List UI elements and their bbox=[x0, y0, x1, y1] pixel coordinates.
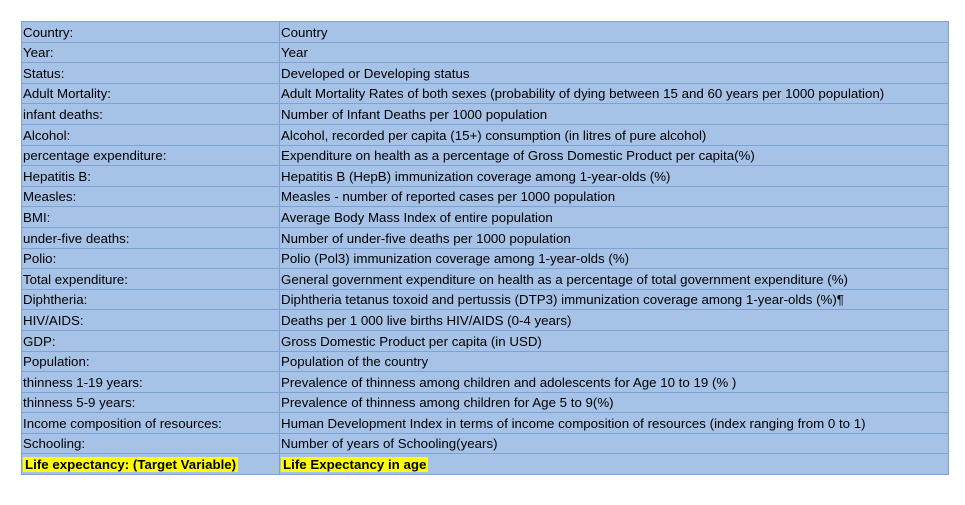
table-row: Status: Developed or Developing status bbox=[21, 62, 949, 84]
variable-description-cell[interactable]: Human Development Index in terms of inco… bbox=[279, 412, 949, 434]
variable-name-cell[interactable]: BMI: bbox=[21, 206, 280, 228]
variable-description-cell[interactable]: Gross Domestic Product per capita (in US… bbox=[279, 329, 949, 352]
table-row: percentage expenditure: Expenditure on he… bbox=[21, 144, 949, 167]
table-row: Schooling: Number of years of Schooling(y… bbox=[21, 432, 949, 455]
variable-name-cell[interactable]: Diphtheria: bbox=[21, 288, 280, 311]
target-variable-description-cell[interactable]: Life Expectancy in age bbox=[279, 453, 949, 476]
variable-description-cell[interactable]: Diphtheria tetanus toxoid and pertussis … bbox=[279, 288, 949, 311]
variable-name-cell[interactable]: Polio: bbox=[21, 247, 280, 270]
variable-description-cell[interactable]: Alcohol, recorded per capita (15+) consu… bbox=[279, 123, 949, 146]
variable-name-cell[interactable]: percentage expenditure: bbox=[21, 144, 280, 167]
table-row: thinness 1-19 years: Prevalence of thinne… bbox=[21, 371, 949, 393]
variable-description-cell[interactable]: Average Body Mass Index of entire popula… bbox=[279, 206, 949, 228]
variable-name-cell[interactable]: thinness 1-19 years: bbox=[21, 371, 280, 393]
variable-description-cell[interactable]: Number of under-five deaths per 1000 pop… bbox=[279, 226, 949, 249]
table-row: Population: Population of the country bbox=[21, 350, 949, 373]
target-variable-description-highlight: Life Expectancy in age bbox=[281, 457, 429, 473]
spreadsheet-table: Country: Country Year: Year Status: Develo… bbox=[21, 21, 949, 476]
table-row: under-five deaths: Number of under-five d… bbox=[21, 226, 949, 249]
variable-description-cell[interactable]: Expenditure on health as a percentage of… bbox=[279, 144, 949, 167]
variable-name-cell[interactable]: Country: bbox=[21, 21, 280, 43]
variable-description-cell[interactable]: Number of years of Schooling(years) bbox=[279, 432, 949, 455]
variable-name-cell[interactable]: Measles: bbox=[21, 185, 280, 208]
variable-description-cell[interactable]: Polio (Pol3) immunization coverage among… bbox=[279, 247, 949, 270]
variable-description-cell[interactable]: Prevalence of thinness among children fo… bbox=[279, 391, 949, 414]
table-row: Diphtheria: Diphtheria tetanus toxoid and… bbox=[21, 288, 949, 311]
variable-description-cell[interactable]: Measles - number of reported cases per 1… bbox=[279, 185, 949, 208]
table-row: GDP: Gross Domestic Product per capita (i… bbox=[21, 329, 949, 352]
variable-description-cell[interactable]: Country bbox=[279, 21, 949, 43]
variable-name-cell[interactable]: GDP: bbox=[21, 329, 280, 352]
variable-description-cell[interactable]: General government expenditure on health… bbox=[279, 268, 949, 290]
variable-description-cell[interactable]: Prevalence of thinness among children an… bbox=[279, 371, 949, 393]
table-row: HIV/AIDS: Deaths per 1 000 live births HI… bbox=[21, 309, 949, 331]
table-row: Adult Mortality: Adult Mortality Rates o… bbox=[21, 82, 949, 105]
variable-name-cell[interactable]: Hepatitis B: bbox=[21, 165, 280, 187]
variable-name-cell[interactable]: Population: bbox=[21, 350, 280, 373]
variable-name-cell[interactable]: infant deaths: bbox=[21, 103, 280, 125]
variable-name-cell[interactable]: Year: bbox=[21, 41, 280, 64]
variable-name-cell[interactable]: Income composition of resources: bbox=[21, 412, 280, 434]
table-row: Alcohol: Alcohol, recorded per capita (15… bbox=[21, 123, 949, 146]
variable-description-cell[interactable]: Year bbox=[279, 41, 949, 64]
variable-name-cell[interactable]: HIV/AIDS: bbox=[21, 309, 280, 331]
variable-description-cell[interactable]: Developed or Developing status bbox=[279, 62, 949, 84]
variable-name-cell[interactable]: Alcohol: bbox=[21, 123, 280, 146]
table-row: Total expenditure: General government ex… bbox=[21, 268, 949, 290]
table-row: BMI: Average Body Mass Index of entire po… bbox=[21, 206, 949, 228]
variable-name-cell[interactable]: Schooling: bbox=[21, 432, 280, 455]
table-row: thinness 5-9 years: Prevalence of thinnes… bbox=[21, 391, 949, 414]
variable-name-cell[interactable]: thinness 5-9 years: bbox=[21, 391, 280, 414]
variable-description-cell[interactable]: Population of the country bbox=[279, 350, 949, 373]
variable-name-cell[interactable]: Status: bbox=[21, 62, 280, 84]
table-row: Country: Country bbox=[21, 21, 949, 43]
variable-description-cell[interactable]: Deaths per 1 000 live births HIV/AIDS (0… bbox=[279, 309, 949, 331]
table-row: Polio: Polio (Pol3) immunization coverage… bbox=[21, 247, 949, 270]
variable-description-cell[interactable]: Hepatitis B (HepB) immunization coverage… bbox=[279, 165, 949, 187]
target-row: Life expectancy: (Target Variable) Life … bbox=[21, 453, 949, 476]
variable-name-cell[interactable]: Total expenditure: bbox=[21, 268, 280, 290]
variable-name-cell[interactable]: Adult Mortality: bbox=[21, 82, 280, 105]
table-row: infant deaths: Number of Infant Deaths pe… bbox=[21, 103, 949, 125]
table-body: Country: Country Year: Year Status: Develo… bbox=[21, 21, 949, 476]
table-row: Measles: Measles - number of reported cas… bbox=[21, 185, 949, 208]
variable-description-cell[interactable]: Adult Mortality Rates of both sexes (pro… bbox=[279, 82, 949, 105]
target-variable-name-highlight: Life expectancy: (Target Variable) bbox=[23, 457, 239, 473]
table-row: Year: Year bbox=[21, 41, 949, 64]
table-row: Income composition of resources: Human De… bbox=[21, 412, 949, 434]
variable-description-cell[interactable]: Number of Infant Deaths per 1000 populat… bbox=[279, 103, 949, 125]
variable-name-cell[interactable]: under-five deaths: bbox=[21, 226, 280, 249]
target-variable-name-cell[interactable]: Life expectancy: (Target Variable) bbox=[21, 453, 280, 476]
variable-description-table: Country: Country Year: Year Status: Develo… bbox=[21, 21, 949, 476]
table-row: Hepatitis B: Hepatitis B (HepB) immunizat… bbox=[21, 165, 949, 187]
